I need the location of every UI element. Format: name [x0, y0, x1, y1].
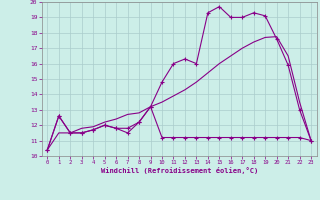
- X-axis label: Windchill (Refroidissement éolien,°C): Windchill (Refroidissement éolien,°C): [100, 167, 258, 174]
